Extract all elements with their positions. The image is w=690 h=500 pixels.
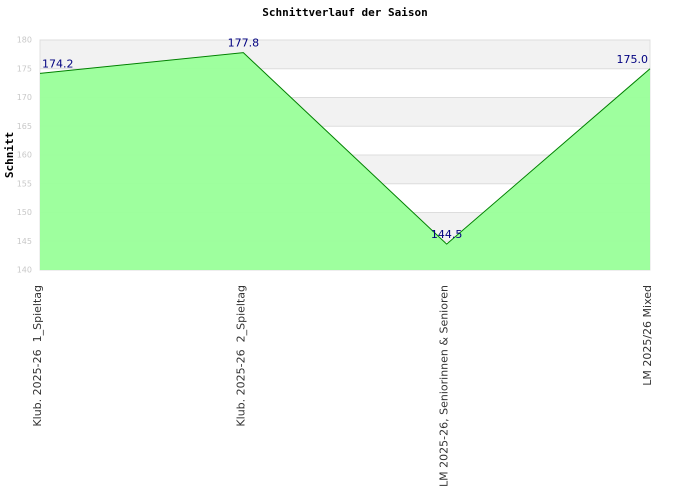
x-tick-label: Klub. 2025-26 1_Spieltag — [31, 285, 44, 427]
y-axis-label: Schnitt — [3, 132, 16, 178]
y-tick-label: 170 — [17, 93, 32, 102]
area-fill — [40, 52, 650, 271]
line — [39, 52, 651, 245]
x-tick-label: Klub. 2025-26 2_Spieltag — [234, 285, 247, 427]
y-tick-label: 150 — [17, 208, 32, 217]
y-tick-label: 165 — [17, 122, 32, 131]
y-tick-label: 145 — [17, 237, 32, 246]
data-label: 144.5 — [431, 228, 463, 241]
chart-title: Schnittverlauf der Saison — [262, 6, 428, 19]
y-tick-label: 155 — [17, 179, 32, 188]
x-tick-label: LM 2025/26 Mixed — [641, 285, 654, 386]
x-tick-label: LM 2025-26, Seniorinnen & Senioren — [438, 285, 451, 487]
y-tick-label: 140 — [17, 266, 32, 275]
data-label: 174.2 — [42, 57, 74, 70]
y-tick-label: 180 — [17, 36, 32, 45]
data-label: 177.8 — [228, 37, 260, 50]
y-tick-label: 175 — [17, 64, 32, 73]
data-label: 175.0 — [617, 53, 649, 66]
y-tick-label: 160 — [17, 151, 32, 160]
